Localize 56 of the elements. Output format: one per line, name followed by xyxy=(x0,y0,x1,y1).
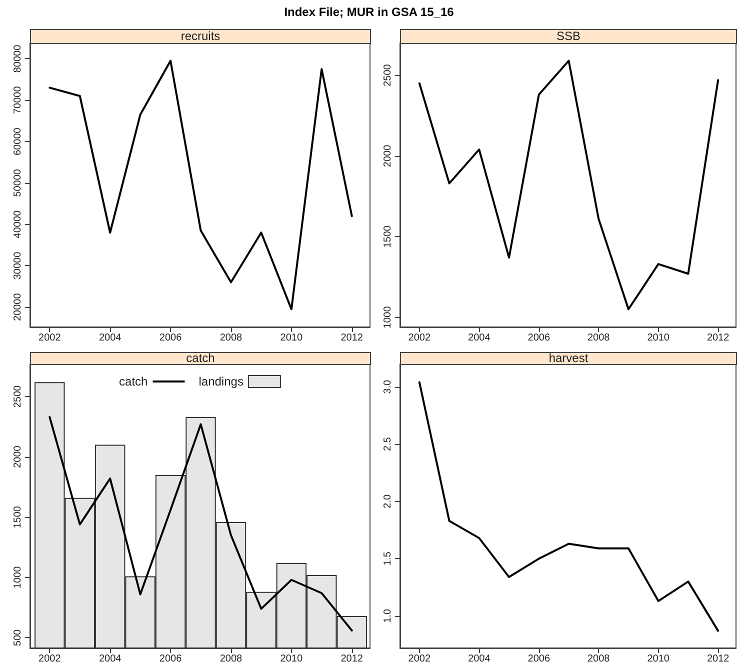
line-series xyxy=(418,60,720,310)
y-tick-label: 2500 xyxy=(12,385,24,408)
line-series xyxy=(48,416,353,632)
legend-label: landings xyxy=(198,374,244,388)
chart-subtitle: recruits xyxy=(180,29,220,43)
x-tick-label: 2008 xyxy=(587,332,610,344)
y-tick-label: 60000 xyxy=(12,127,24,156)
x-tick-label: 2010 xyxy=(647,332,670,344)
legend-label: catch xyxy=(119,374,148,388)
x-tick-label: 2012 xyxy=(340,654,364,664)
line-series xyxy=(48,60,353,310)
x-tick-label: 2006 xyxy=(159,332,182,344)
x-tick-label: 2006 xyxy=(528,332,550,344)
x-tick-label: 2004 xyxy=(468,332,491,344)
chart-subtitle: harvest xyxy=(548,351,588,365)
y-tick-label: 20000 xyxy=(12,292,24,322)
x-tick-label: 2002 xyxy=(408,332,431,344)
y-tick-label: 3.0 xyxy=(382,380,394,394)
x-tick-label: 2004 xyxy=(98,654,122,664)
y-tick-label: 2500 xyxy=(382,64,394,86)
y-tick-label: 2.5 xyxy=(382,436,394,452)
y-tick-label: 1500 xyxy=(12,506,24,528)
y-tick-label: 2.0 xyxy=(382,494,394,508)
x-tick-label: 2002 xyxy=(38,654,62,664)
chart-subtitle: SSB xyxy=(556,29,580,43)
y-tick-label: 1.5 xyxy=(382,551,394,566)
x-tick-label: 2004 xyxy=(98,332,122,344)
y-tick-label: 70000 xyxy=(12,86,24,114)
y-tick-label: 80000 xyxy=(12,44,24,73)
x-tick-label: 2012 xyxy=(706,332,730,344)
x-tick-label: 2010 xyxy=(647,654,670,664)
x-tick-label: 2008 xyxy=(220,654,243,664)
x-tick-label: 2010 xyxy=(280,332,303,344)
y-tick-label: 2000 xyxy=(12,445,24,468)
x-tick-label: 2002 xyxy=(408,654,431,664)
x-tick-label: 2008 xyxy=(587,654,610,664)
y-tick-label: 1000 xyxy=(12,566,24,589)
y-tick-label: 1500 xyxy=(382,225,394,248)
x-tick-label: 2010 xyxy=(280,654,303,664)
x-tick-label: 2002 xyxy=(38,332,62,344)
y-tick-label: 50000 xyxy=(12,168,24,197)
y-tick-label: 2000 xyxy=(382,144,394,168)
x-tick-label: 2012 xyxy=(706,654,730,664)
chart-title: Index File; MUR in GSA 15_16 xyxy=(284,5,454,19)
y-tick-label: 500 xyxy=(12,628,24,646)
x-tick-label: 2004 xyxy=(468,654,491,664)
x-tick-label: 2012 xyxy=(340,332,364,344)
y-tick-label: 30000 xyxy=(12,251,24,280)
x-tick-label: 2006 xyxy=(528,654,550,664)
y-tick-label: 40000 xyxy=(12,210,24,238)
y-tick-label: 1.0 xyxy=(382,608,394,623)
x-tick-label: 2008 xyxy=(220,332,243,344)
x-tick-label: 2006 xyxy=(159,654,182,664)
y-tick-label: 1000 xyxy=(382,306,394,328)
chart-subtitle: catch xyxy=(186,351,215,365)
line-series xyxy=(418,381,720,632)
